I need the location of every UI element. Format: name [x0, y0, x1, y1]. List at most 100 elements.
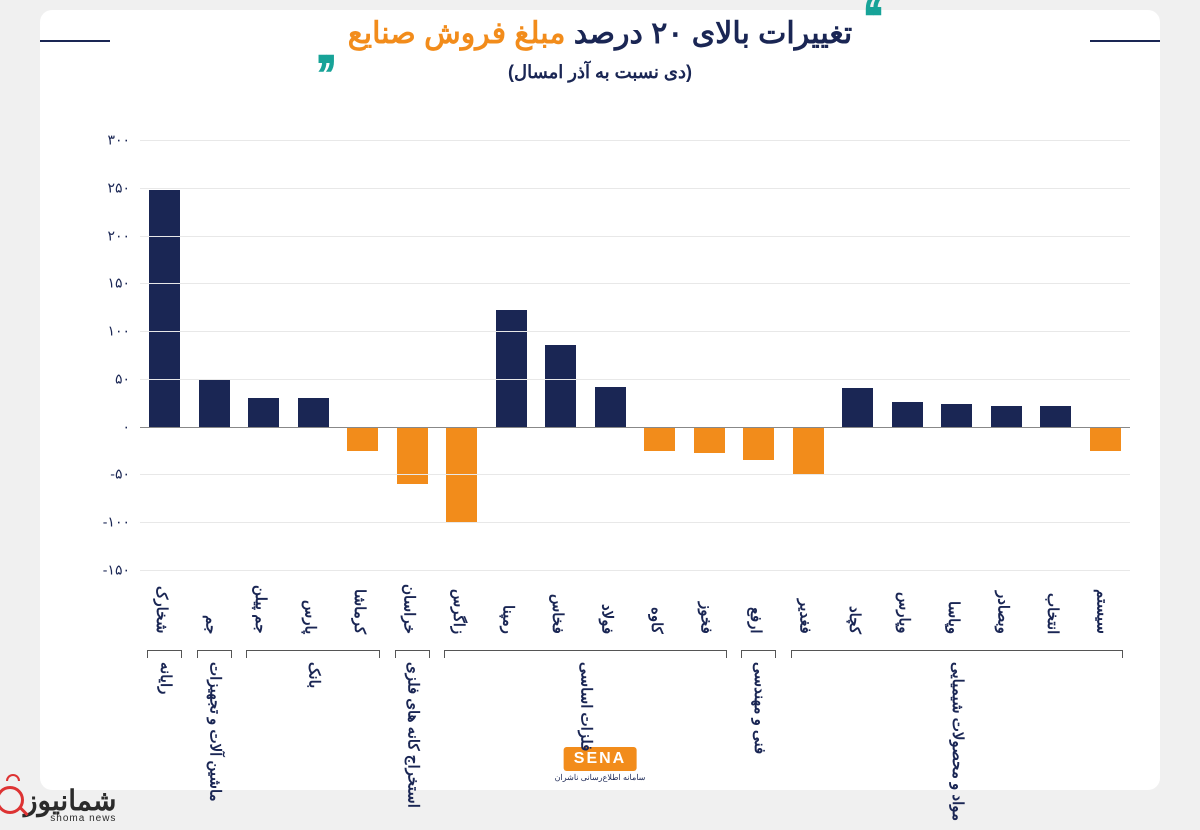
- bar: [743, 427, 774, 460]
- x-label: رمپنا: [487, 580, 537, 634]
- group-bracket: [197, 650, 232, 658]
- x-label: جم: [190, 580, 240, 634]
- bar-slot: [388, 140, 438, 570]
- gridline: [140, 236, 1130, 237]
- axis-zero-line: [140, 427, 1130, 429]
- gridline: [140, 474, 1130, 475]
- y-tick-label: -۱۰۰: [103, 514, 140, 531]
- group-bracket: [791, 650, 1123, 658]
- quote-icon: ,,: [315, 30, 330, 58]
- bar: [892, 402, 923, 427]
- group-label: رایانه: [156, 662, 174, 694]
- y-tick-label: ۰: [122, 418, 140, 435]
- y-tick-label: ۳۰۰: [107, 132, 140, 149]
- watermark-text: شمانیوز: [2, 785, 116, 816]
- title-text: تغییرات بالای ۲۰ درصد مبلغ فروش صنایع: [348, 16, 852, 51]
- bar: [941, 404, 972, 427]
- title-accent: مبلغ فروش صنایع: [348, 17, 566, 50]
- bar-slot: [635, 140, 685, 570]
- y-tick-label: ۱۰۰: [107, 323, 140, 340]
- x-label: پارس: [289, 580, 339, 634]
- bar: [991, 406, 1022, 427]
- quote-icon: ,,: [870, 12, 885, 40]
- bar-slot: [289, 140, 339, 570]
- bar-slot: [784, 140, 834, 570]
- group-label: مواد و محصولات شیمیایی: [948, 662, 966, 821]
- bar: [545, 345, 576, 426]
- x-label: کرماشا: [338, 580, 388, 634]
- plot-area: -۱۵۰-۱۰۰-۵۰۰۵۰۱۰۰۱۵۰۲۰۰۲۵۰۳۰۰: [140, 140, 1130, 570]
- bar-slot: [140, 140, 190, 570]
- bar-slot: [190, 140, 240, 570]
- bar-slot: [239, 140, 289, 570]
- bar-slot: [536, 140, 586, 570]
- bar: [149, 190, 180, 427]
- x-label: خراسان: [388, 580, 438, 634]
- y-tick-label: ۵۰: [115, 370, 140, 387]
- group-label: فلزات اساسی: [577, 662, 595, 751]
- chart-title: ,, تغییرات بالای ۲۰ درصد مبلغ فروش صنایع…: [40, 16, 1160, 83]
- x-label: وبصادر: [982, 580, 1032, 634]
- gridline: [140, 570, 1130, 571]
- gridline: [140, 188, 1130, 189]
- bar: [644, 427, 675, 451]
- gridline: [140, 283, 1130, 284]
- gridline: [140, 522, 1130, 523]
- bar: [248, 398, 279, 427]
- bar-slot: [734, 140, 784, 570]
- group-label: فنی و مهندسی: [750, 662, 768, 754]
- group-bracket: [246, 650, 380, 658]
- x-label: کاوه: [635, 580, 685, 634]
- group-bracket: [395, 650, 430, 658]
- bar: [496, 310, 527, 427]
- x-label: زاگرس: [437, 580, 487, 634]
- x-label: وپاسا: [932, 580, 982, 634]
- bar-slot: [932, 140, 982, 570]
- bar-slot: [883, 140, 933, 570]
- bar-slot: [586, 140, 636, 570]
- group-bracket: [741, 650, 776, 658]
- group-label: ماشین آلات و تجهیزات: [205, 662, 223, 802]
- x-label: سیستم: [1081, 580, 1131, 634]
- bar-slot: [982, 140, 1032, 570]
- y-tick-label: ۲۵۰: [107, 179, 140, 196]
- y-tick-label: ۱۵۰: [107, 275, 140, 292]
- bar: [1040, 406, 1071, 427]
- bar: [298, 398, 329, 427]
- group-label: استخراج کانه های فلزی: [403, 662, 421, 808]
- group-label: بانک: [304, 662, 322, 688]
- bar: [199, 379, 230, 427]
- bar-slot: [1031, 140, 1081, 570]
- bar-slot: [1081, 140, 1131, 570]
- bar: [694, 427, 725, 454]
- x-axis-labels: شخارکجمجم پیلنپارسکرماشاخراسانزاگرسرمپنا…: [140, 580, 1130, 634]
- watermark: شمانیوز shoma news: [2, 784, 116, 824]
- x-label: فغدیر: [784, 580, 834, 634]
- bar-slot: [338, 140, 388, 570]
- bars-container: [140, 140, 1130, 570]
- x-label: وپارس: [883, 580, 933, 634]
- bar: [347, 427, 378, 451]
- x-label: فولاد: [586, 580, 636, 634]
- source-logo: SENA سامانه اطلاع‌رسانی ناشران: [555, 747, 646, 782]
- bar-slot: [685, 140, 735, 570]
- bar: [1090, 427, 1121, 451]
- chart-subtitle: (دی نسبت به آذر امسال): [40, 62, 1160, 83]
- x-label: جم پیلن: [239, 580, 289, 634]
- x-label: فخوز: [685, 580, 735, 634]
- x-label: انتخاب: [1031, 580, 1081, 634]
- y-tick-label: -۱۵۰: [103, 562, 140, 579]
- bar-slot: [833, 140, 883, 570]
- x-label: ارفع: [734, 580, 784, 634]
- x-label: کچاد: [833, 580, 883, 634]
- group-bracket: [147, 650, 182, 658]
- bar: [842, 388, 873, 426]
- bar-slot: [487, 140, 537, 570]
- gridline: [140, 140, 1130, 141]
- bar-slot: [437, 140, 487, 570]
- x-label: فخاس: [536, 580, 586, 634]
- gridline: [140, 379, 1130, 380]
- sena-subtitle: سامانه اطلاع‌رسانی ناشران: [555, 773, 646, 782]
- group-bracket: [444, 650, 726, 658]
- magnifier-icon: [0, 786, 24, 814]
